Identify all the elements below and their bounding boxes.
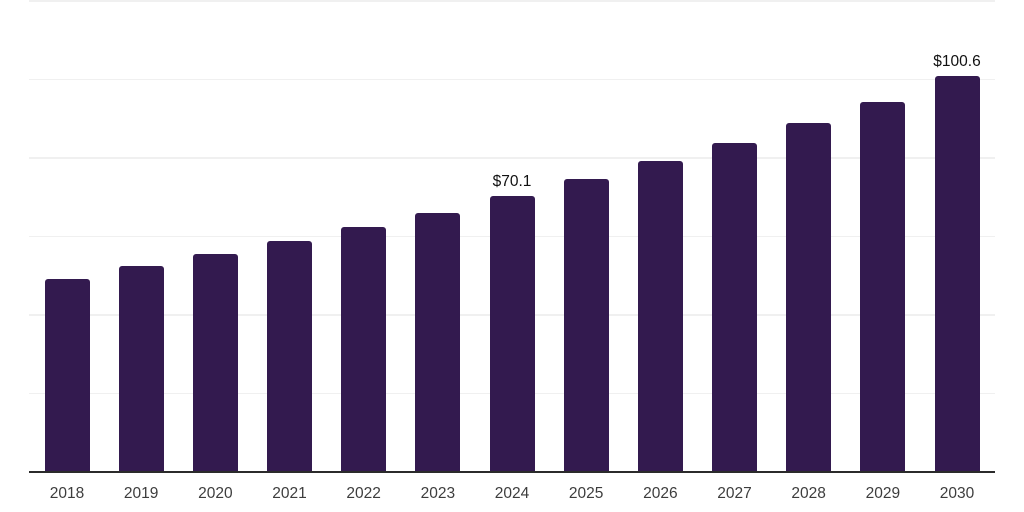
x-tick-label-2027: 2027 — [717, 485, 752, 502]
data-label-2024: $70.1 — [492, 172, 532, 190]
gridline — [29, 157, 995, 159]
bar-2018 — [44, 279, 90, 471]
bar-2025 — [563, 178, 609, 471]
bar-2023 — [415, 212, 461, 471]
x-tick-label-2029: 2029 — [865, 485, 901, 502]
bar-2019 — [118, 266, 164, 471]
x-tick-label-2021: 2021 — [272, 485, 307, 502]
x-tick-label-2026: 2026 — [643, 485, 678, 502]
bar-2020 — [192, 253, 238, 471]
bar-2021 — [267, 240, 312, 471]
x-tick-label-2024: 2024 — [494, 485, 530, 502]
x-tick-label-2018: 2018 — [49, 485, 85, 502]
x-tick-label-2025: 2025 — [568, 485, 604, 502]
bar-2030 — [934, 76, 980, 471]
data-label-2030: $100.6 — [933, 53, 981, 71]
x-tick-label-2022: 2022 — [346, 485, 381, 502]
x-axis-line — [29, 471, 995, 473]
bar-2024 — [489, 195, 535, 471]
gridline — [29, 0, 995, 2]
bar-2029 — [860, 102, 906, 471]
bar-2028 — [786, 123, 832, 471]
x-tick-label-2023: 2023 — [420, 485, 456, 502]
bar-2026 — [637, 160, 683, 471]
x-tick-label-2020: 2020 — [198, 485, 233, 502]
x-tick-label-2019: 2019 — [123, 485, 159, 502]
x-tick-label-2030: 2030 — [939, 485, 975, 502]
x-tick-label-2028: 2028 — [791, 485, 826, 502]
bar-2027 — [712, 142, 757, 471]
gridline — [29, 78, 995, 80]
bar-2022 — [341, 227, 387, 471]
